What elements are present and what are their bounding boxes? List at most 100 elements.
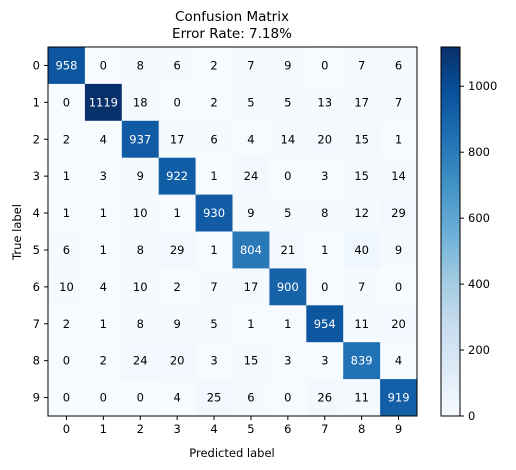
cell-value-label: 17 <box>354 95 369 109</box>
cell-value-label: 1 <box>210 169 217 183</box>
cell-value-label: 900 <box>277 280 299 294</box>
cell-value-label: 14 <box>281 132 296 146</box>
y-tick-label: 0 <box>33 58 40 72</box>
heatmap-cell <box>343 342 381 380</box>
cell-value-label: 7 <box>358 58 365 72</box>
heatmap-cell <box>48 268 86 306</box>
heatmap-cell <box>306 231 344 269</box>
colorbar <box>440 46 461 417</box>
x-tick-label: 1 <box>100 422 107 436</box>
heatmap-cell <box>232 83 270 122</box>
cell-value-label: 6 <box>63 243 70 257</box>
heatmap-cell <box>158 157 197 196</box>
cell-value-label: 18 <box>133 95 148 109</box>
cell-value-label: 1 <box>247 317 254 331</box>
cell-value-label: 922 <box>166 169 188 183</box>
heatmap-cell <box>306 342 344 380</box>
cell-value-label: 15 <box>354 132 369 146</box>
heatmap-cell <box>343 305 381 343</box>
cell-value-label: 4 <box>100 280 107 294</box>
cell-value-label: 919 <box>388 391 410 405</box>
cell-value-label: 4 <box>100 132 107 146</box>
colorbar-tick-label: 0 <box>468 409 475 423</box>
heatmap-cell <box>84 231 123 269</box>
heatmap-cell <box>121 342 160 380</box>
heatmap-cell <box>232 305 270 343</box>
cell-value-label: 2 <box>63 317 70 331</box>
cell-value-label: 1 <box>63 206 70 220</box>
cell-value-label: 7 <box>395 95 402 109</box>
cell-value-label: 4 <box>173 391 180 405</box>
cell-value-label: 7 <box>247 58 254 72</box>
cell-value-label: 0 <box>395 280 402 294</box>
x-tick-label: 4 <box>210 422 217 436</box>
cell-value-label: 0 <box>284 169 291 183</box>
cell-value-label: 3 <box>321 169 328 183</box>
y-axis-label: True label <box>10 204 24 261</box>
cell-value-label: 0 <box>173 95 180 109</box>
x-tick-label: 5 <box>247 422 254 436</box>
cell-value-label: 29 <box>391 206 406 220</box>
x-tick-label: 2 <box>137 422 144 436</box>
heatmap-cell <box>158 305 197 343</box>
heatmap-cell <box>48 305 86 343</box>
heatmap-cell <box>195 120 233 159</box>
heatmap-cell <box>195 47 233 85</box>
heatmap-cell <box>48 194 86 232</box>
heatmap-cell <box>84 157 123 196</box>
heatmap-cell <box>158 342 197 380</box>
heatmap-cell <box>380 83 418 122</box>
cell-value-label: 5 <box>210 317 217 331</box>
heatmap-cell <box>306 379 344 417</box>
cell-value-label: 20 <box>170 354 185 368</box>
cell-value-label: 29 <box>170 243 185 257</box>
heatmap-cell <box>84 83 123 122</box>
heatmap-cell <box>269 120 307 159</box>
cell-value-label: 10 <box>133 206 148 220</box>
cell-value-label: 0 <box>100 58 107 72</box>
heatmap-cell <box>195 83 233 122</box>
plot-frame <box>47 46 418 417</box>
heatmap-cell <box>380 120 418 159</box>
cell-value-label: 9 <box>284 58 291 72</box>
cell-value-label: 26 <box>317 391 332 405</box>
cell-value-label: 2 <box>173 280 180 294</box>
heatmap-cell <box>158 47 197 85</box>
cell-value-label: 24 <box>244 169 259 183</box>
heatmap-cell <box>380 379 418 417</box>
cell-value-label: 3 <box>100 169 107 183</box>
heatmap-cell <box>84 305 123 343</box>
heatmap-cell <box>343 194 381 232</box>
x-axis-ticks: 0 1 2 3 4 5 6 7 8 9 <box>63 416 402 436</box>
cell-value-label: 3 <box>210 354 217 368</box>
cell-value-label: 10 <box>133 280 148 294</box>
heatmap-cell <box>195 268 233 306</box>
heatmap-cell <box>380 157 418 196</box>
cell-value-label: 5 <box>247 95 254 109</box>
cell-value-label: 17 <box>244 280 259 294</box>
heatmap-cells <box>48 47 418 417</box>
heatmap-cell-labels: 958 0 8 6 2 7 9 0 7 60 1119 18 0 2 5 5 13 17 72 4 937 17 6 4 14 2… <box>55 58 409 404</box>
heatmap-cell <box>232 194 270 232</box>
y-tick-label: 1 <box>33 95 40 109</box>
colorbar-tick-label: 200 <box>468 343 490 357</box>
cell-value-label: 6 <box>173 58 180 72</box>
heatmap-cell <box>121 47 160 85</box>
cell-value-label: 14 <box>391 169 406 183</box>
cell-value-label: 15 <box>354 169 369 183</box>
heatmap-cell <box>269 194 307 232</box>
heatmap-cell <box>306 120 344 159</box>
cell-value-label: 7 <box>358 280 365 294</box>
heatmap-cell <box>84 268 123 306</box>
heatmap-cell <box>232 379 270 417</box>
heatmap-cell <box>269 342 307 380</box>
cell-value-label: 8 <box>321 206 328 220</box>
y-tick-label: 2 <box>33 132 40 146</box>
heatmap-cell <box>195 231 233 269</box>
cell-value-label: 2 <box>210 58 217 72</box>
heatmap-cell <box>48 120 86 159</box>
heatmap-cell <box>380 305 418 343</box>
heatmap-cell <box>121 83 160 122</box>
cell-value-label: 5 <box>284 206 291 220</box>
x-tick-label: 3 <box>173 422 180 436</box>
